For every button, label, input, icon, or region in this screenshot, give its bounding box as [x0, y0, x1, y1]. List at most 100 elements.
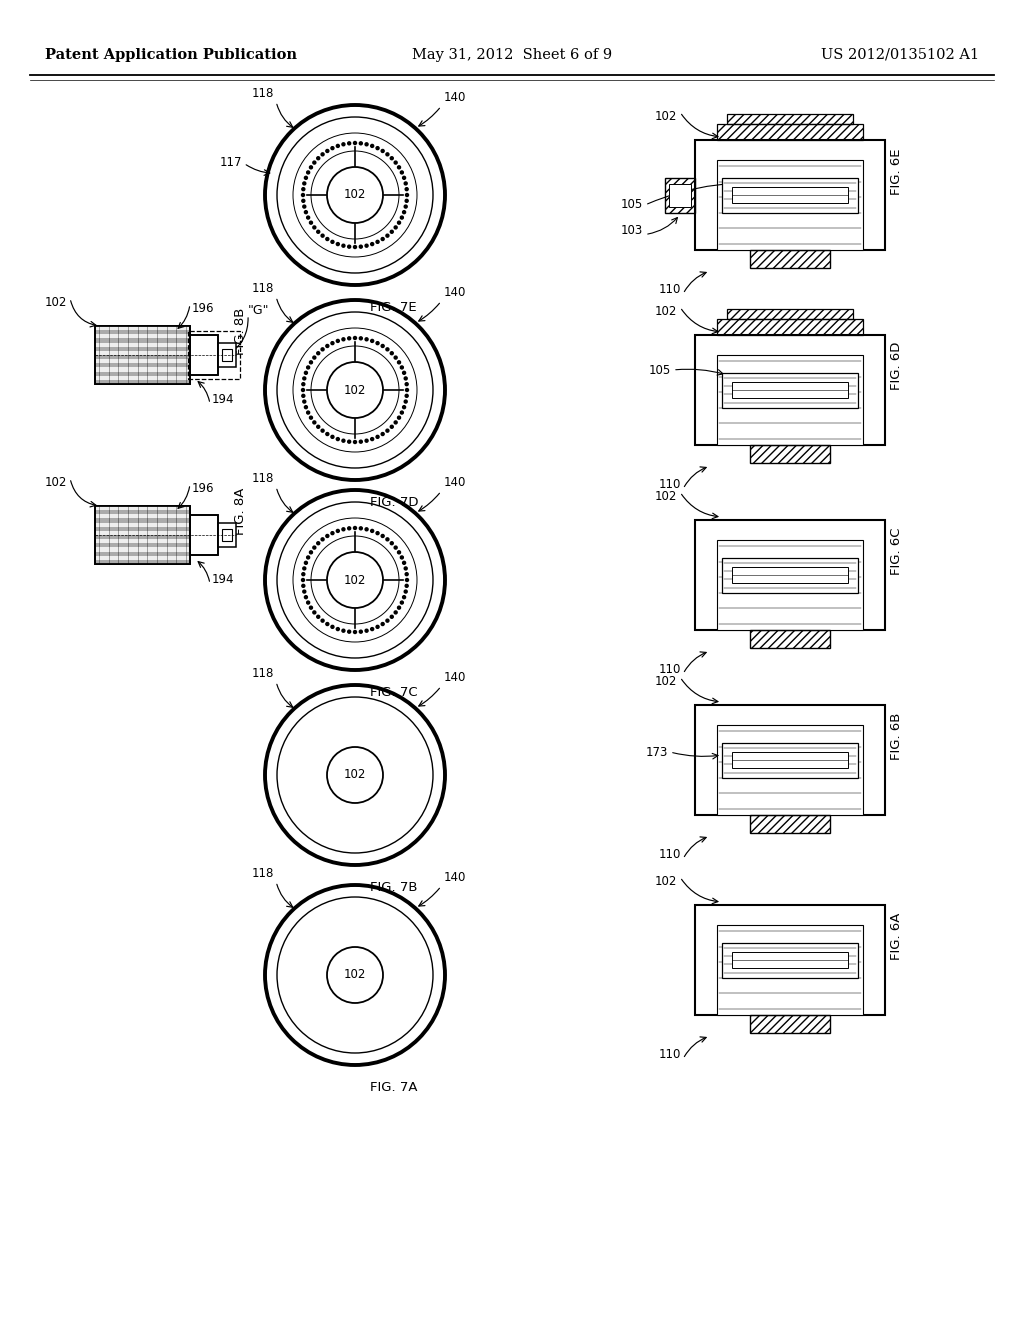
Circle shape [302, 395, 305, 397]
Circle shape [376, 147, 379, 149]
Circle shape [381, 623, 384, 626]
Circle shape [366, 630, 368, 632]
Circle shape [386, 537, 389, 541]
Bar [190, 335, 218, 375]
Circle shape [406, 187, 409, 190]
Circle shape [353, 246, 356, 248]
Text: FIG. 7A: FIG. 7A [370, 1081, 418, 1094]
Circle shape [404, 205, 408, 209]
Circle shape [400, 601, 403, 605]
Bar [222, 348, 232, 360]
Circle shape [366, 143, 368, 145]
Bar [750, 445, 830, 463]
Bar [96, 531, 189, 535]
Circle shape [402, 371, 406, 375]
Circle shape [331, 532, 334, 535]
Circle shape [371, 339, 374, 342]
Text: 102: 102 [654, 675, 677, 688]
Bar [96, 535, 189, 539]
Bar [96, 347, 189, 351]
Bar [96, 539, 189, 544]
Bar [96, 519, 189, 523]
Text: 110: 110 [658, 478, 681, 491]
Circle shape [353, 141, 356, 144]
Circle shape [366, 338, 368, 341]
Circle shape [402, 405, 406, 409]
Circle shape [359, 141, 362, 145]
Circle shape [348, 141, 350, 145]
Circle shape [397, 550, 400, 554]
Circle shape [309, 416, 312, 420]
Circle shape [326, 238, 329, 240]
Bar [96, 326, 189, 330]
Bar [863, 540, 885, 630]
Circle shape [359, 246, 362, 248]
Text: FIG. 8B: FIG. 8B [234, 308, 248, 355]
Text: 117: 117 [219, 156, 242, 169]
Circle shape [322, 153, 324, 156]
Circle shape [348, 630, 350, 634]
Text: FIG. 7B: FIG. 7B [370, 880, 418, 894]
Circle shape [301, 194, 304, 197]
Circle shape [326, 433, 329, 436]
Bar [96, 552, 189, 556]
Bar [222, 529, 232, 541]
Bar [190, 335, 218, 375]
Circle shape [348, 246, 350, 248]
Circle shape [397, 416, 400, 420]
Bar [722, 177, 858, 213]
Bar [218, 343, 236, 367]
Bar [96, 380, 189, 384]
Bar [727, 114, 853, 124]
Text: 102: 102 [654, 490, 677, 503]
Text: 102: 102 [45, 296, 67, 309]
Text: 196: 196 [193, 302, 214, 315]
Text: 118: 118 [252, 281, 274, 294]
Text: 103: 103 [621, 223, 643, 236]
Bar [695, 140, 885, 249]
Bar [695, 160, 717, 249]
Circle shape [404, 590, 408, 593]
Bar [96, 527, 189, 531]
Circle shape [326, 149, 329, 153]
Text: 194: 194 [212, 573, 234, 586]
Bar [96, 363, 189, 367]
Bar [665, 177, 695, 213]
Circle shape [322, 234, 324, 238]
Circle shape [386, 429, 389, 432]
Circle shape [306, 411, 309, 414]
Circle shape [331, 626, 334, 628]
Circle shape [359, 630, 362, 634]
Text: 102: 102 [45, 477, 67, 488]
Bar [695, 540, 717, 630]
Circle shape [309, 222, 312, 224]
Bar [190, 515, 218, 554]
Circle shape [336, 144, 339, 148]
Bar [95, 506, 190, 564]
Circle shape [386, 234, 389, 238]
Circle shape [302, 187, 305, 190]
Circle shape [304, 211, 307, 214]
Circle shape [348, 527, 350, 529]
Circle shape [316, 425, 319, 428]
Text: 118: 118 [252, 87, 274, 99]
Circle shape [390, 157, 393, 160]
Circle shape [301, 388, 304, 392]
Bar [96, 334, 189, 338]
Text: FIG. 6D: FIG. 6D [891, 342, 903, 389]
Circle shape [316, 157, 319, 160]
Circle shape [404, 378, 408, 380]
Bar [96, 376, 189, 380]
Bar [96, 556, 189, 560]
Text: 110: 110 [658, 663, 681, 676]
Text: FIG. 7D: FIG. 7D [370, 496, 419, 510]
Text: 118: 118 [252, 867, 274, 879]
Bar [750, 814, 830, 833]
Bar [732, 952, 848, 968]
Bar [96, 371, 189, 376]
Bar [695, 520, 885, 540]
Text: 118: 118 [252, 471, 274, 484]
Text: 102: 102 [344, 969, 367, 982]
Circle shape [326, 623, 329, 626]
Text: 196: 196 [193, 482, 214, 495]
